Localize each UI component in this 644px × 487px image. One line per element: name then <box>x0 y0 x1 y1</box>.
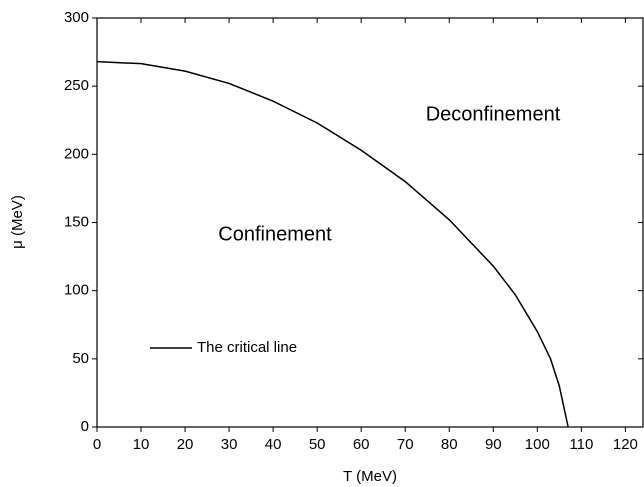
y-tick-label: 0 <box>81 418 89 435</box>
x-tick-label: 100 <box>525 436 550 453</box>
y-tick-label: 250 <box>64 77 89 94</box>
x-tick-label: 70 <box>397 436 414 453</box>
x-tick-label: 0 <box>93 436 101 453</box>
x-tick-label: 120 <box>613 436 638 453</box>
y-tick-label: 200 <box>64 145 89 162</box>
x-axis-label: T (MeV) <box>343 468 397 485</box>
x-tick-label: 80 <box>441 436 458 453</box>
x-tick-label: 20 <box>177 436 194 453</box>
annotation: Deconfinement <box>426 103 561 125</box>
y-tick-label: 50 <box>72 350 89 367</box>
y-tick-label: 300 <box>64 9 89 26</box>
x-tick-label: 10 <box>133 436 150 453</box>
x-tick-label: 110 <box>569 436 593 453</box>
y-axis-label: μ (MeV) <box>9 195 26 249</box>
annotation: Confinement <box>218 223 332 245</box>
x-tick-label: 30 <box>221 436 238 453</box>
y-tick-label: 100 <box>64 282 89 299</box>
critical-line <box>96 60 569 428</box>
y-tick-label: 150 <box>64 213 89 230</box>
x-tick-label: 60 <box>353 436 370 453</box>
x-tick-label: 90 <box>485 436 502 453</box>
legend-label: The critical line <box>197 339 297 356</box>
plot-frame <box>96 17 644 428</box>
x-tick-label: 50 <box>309 436 326 453</box>
x-tick-label: 40 <box>265 436 282 453</box>
